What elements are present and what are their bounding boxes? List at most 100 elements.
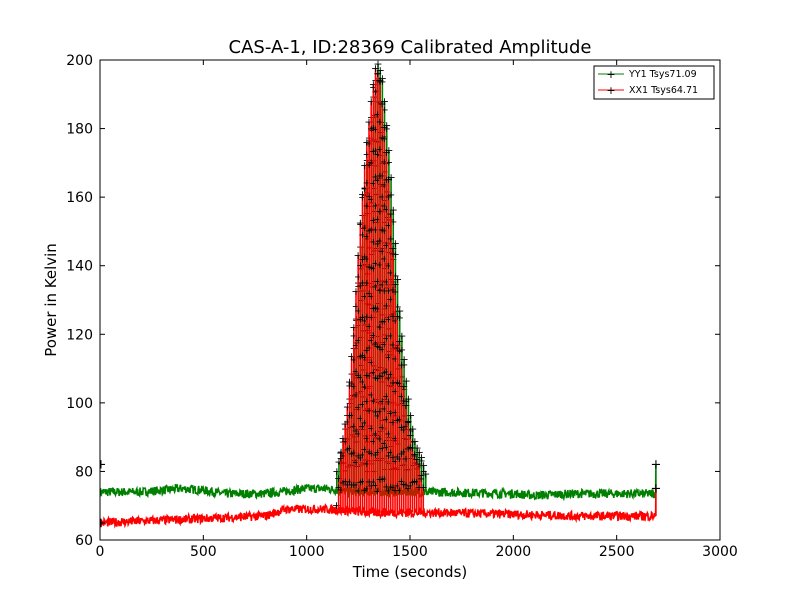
spike-marker: + <box>341 476 349 487</box>
spike-marker: + <box>371 339 379 350</box>
spike-peak-marker: + <box>382 119 391 132</box>
spike-marker: + <box>389 378 397 389</box>
spike-peak-marker: + <box>356 217 365 230</box>
spike-marker: + <box>371 407 379 418</box>
spike-marker: + <box>391 434 399 445</box>
spike-marker: + <box>376 207 384 218</box>
spike-marker: + <box>363 433 371 444</box>
spike-marker: + <box>365 139 373 150</box>
spike-peak-marker: + <box>395 304 404 317</box>
spike-marker: + <box>358 450 366 461</box>
legend: + YY1 Tsys71.09 + XX1 Tsys64.71 <box>593 65 715 100</box>
spike-marker: + <box>398 345 406 356</box>
spike-marker: + <box>365 192 373 203</box>
spike-marker: + <box>376 77 384 88</box>
spike-marker: + <box>380 439 388 450</box>
spike-peak-marker: + <box>384 173 393 186</box>
spike-marker: + <box>402 396 410 407</box>
spike-peak-marker: + <box>345 375 354 388</box>
spike-marker: + <box>384 261 392 272</box>
spike-marker: + <box>404 484 412 495</box>
x-tick-label: 1500 <box>392 544 428 560</box>
spike-marker: + <box>382 205 390 216</box>
spike-marker: + <box>389 311 397 322</box>
spike-marker: + <box>378 280 386 291</box>
spike-marker: + <box>352 458 360 469</box>
spike-marker: + <box>367 263 375 274</box>
spike-marker: + <box>371 429 379 440</box>
spike-peak-marker: + <box>354 249 363 262</box>
spike-peak-marker: + <box>369 78 378 91</box>
spike-marker: + <box>378 171 386 182</box>
spike-marker: + <box>400 396 408 407</box>
spike-marker: + <box>363 484 371 495</box>
spike-marker: + <box>376 407 384 418</box>
spike-marker: + <box>345 444 353 455</box>
spike-marker: + <box>376 117 384 128</box>
spike-peak-marker: + <box>338 432 347 445</box>
spike-marker: + <box>369 263 377 274</box>
spike-marker: + <box>385 157 393 168</box>
legend-label-yy1: YY1 Tsys71.09 <box>628 69 697 80</box>
spike-marker: + <box>378 133 386 144</box>
spike-marker: + <box>400 479 408 490</box>
spike-marker: + <box>369 146 377 157</box>
spike-marker: + <box>369 304 377 315</box>
spike-marker: + <box>378 474 386 485</box>
spike-marker: + <box>382 277 390 288</box>
spike-marker: + <box>384 192 392 203</box>
spike-peak-marker: + <box>403 415 412 428</box>
spike-marker: + <box>358 313 366 324</box>
spike-marker: + <box>389 452 397 463</box>
spike-marker: + <box>378 247 386 258</box>
spike-marker: + <box>387 448 395 459</box>
spike-marker: + <box>383 124 391 135</box>
spike-marker: + <box>339 451 347 462</box>
spike-peak-marker: + <box>388 242 397 255</box>
spike-marker: + <box>352 341 360 352</box>
spike-marker: + <box>404 418 412 429</box>
spike-peak-marker: + <box>393 310 402 323</box>
y-tick-label: 80 <box>75 464 93 480</box>
spike-marker: + <box>347 410 355 421</box>
spike-peak-marker: + <box>336 446 345 459</box>
spike-marker: + <box>358 278 366 289</box>
spike-marker: + <box>417 474 425 485</box>
end-marker: + <box>650 482 661 497</box>
spike-marker: + <box>376 236 384 247</box>
spike-marker: + <box>400 447 408 458</box>
spike-peak-marker: + <box>412 441 421 454</box>
spike-marker: + <box>369 396 377 407</box>
spike-peak-marker: + <box>410 435 419 448</box>
spike-marker: + <box>387 234 395 245</box>
spike-marker: + <box>371 258 379 269</box>
spike-marker: + <box>391 386 399 397</box>
spike-marker: + <box>358 477 366 488</box>
spike-marker: + <box>371 450 379 461</box>
spike-marker: + <box>406 443 414 454</box>
spike-marker: + <box>367 390 375 401</box>
spike-peak-marker: + <box>399 353 408 366</box>
spike-peak-marker: + <box>391 237 400 250</box>
spike-marker: + <box>378 344 386 355</box>
spike-marker: + <box>354 451 362 462</box>
spike-marker: + <box>415 483 423 494</box>
spike-peak-marker: + <box>401 399 410 412</box>
spike-marker: + <box>382 367 390 378</box>
spike-marker: + <box>350 448 358 459</box>
spike-peak-marker: + <box>393 273 402 286</box>
legend-label-xx1: XX1 Tsys64.71 <box>629 85 698 96</box>
spike-marker: + <box>402 422 410 433</box>
series-line <box>100 488 657 529</box>
spike-marker: + <box>341 436 349 447</box>
spike-marker: + <box>345 477 353 488</box>
spike-marker: + <box>384 451 392 462</box>
spike-peak-marker: + <box>412 453 421 466</box>
spike-marker: + <box>365 406 373 417</box>
spike-marker: + <box>380 474 388 485</box>
spike-peak-marker: + <box>421 468 430 481</box>
spike-marker: + <box>391 408 399 419</box>
spike-marker: + <box>374 277 382 288</box>
spike-marker: + <box>337 485 345 496</box>
